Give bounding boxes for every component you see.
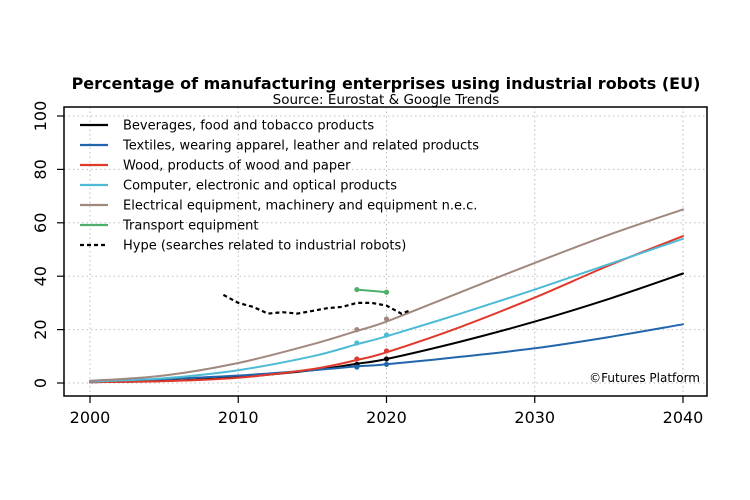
y-tick-label: 20: [31, 319, 50, 339]
legend-label: Textiles, wearing apparel, leather and r…: [122, 139, 479, 154]
y-tick-label: 40: [31, 266, 50, 286]
x-tick-label: 2040: [663, 408, 704, 427]
data-point: [383, 316, 390, 322]
data-point: [354, 364, 360, 370]
data-point: [383, 289, 390, 295]
series-line-4: [89, 208, 684, 382]
data-point: [354, 327, 360, 333]
data-point: [354, 286, 360, 293]
data-point: [354, 340, 360, 346]
y-tick-label: 0: [31, 378, 50, 388]
series-line-5: [355, 288, 388, 294]
chart-title: Percentage of manufacturing enterprises …: [72, 74, 701, 93]
series-line-2: [89, 235, 684, 384]
grid: [64, 107, 707, 396]
y-tick-label: 60: [31, 213, 50, 233]
legend: Beverages, food and tobacco products Text…: [80, 119, 479, 254]
legend-label: Hype (searches related to industrial rob…: [123, 239, 406, 254]
x-tick-label: 2030: [514, 408, 555, 427]
legend-label: Electrical equipment, machinery and equi…: [123, 199, 477, 214]
series-line-6: [222, 293, 410, 315]
plot-frame: [63, 106, 708, 397]
data-point: [383, 348, 390, 354]
legend-label: Transport equipment: [122, 219, 258, 234]
x-tick-label: 2020: [366, 408, 407, 427]
y-tick-label: 80: [31, 159, 50, 179]
x-tick-label: 2000: [70, 408, 111, 427]
x-tick-label: 2010: [218, 408, 259, 427]
y-axis-ticks: 0 20 40 60 80 100: [31, 101, 64, 388]
series-lines: [89, 208, 684, 384]
observed-points: [354, 286, 390, 370]
legend-label: Computer, electronic and optical product…: [123, 179, 397, 194]
data-point: [383, 361, 390, 367]
series-line-1: [89, 323, 684, 382]
x-axis-ticks: 2000 2010 2020 2030 2040: [70, 396, 704, 427]
y-tick-label: 100: [31, 101, 50, 132]
legend-label: Beverages, food and tobacco products: [123, 119, 374, 134]
legend-label: Wood, products of wood and paper: [123, 159, 351, 174]
series-line-3: [89, 237, 684, 383]
chart-subtitle: Source: Eurostat & Google Trends: [273, 92, 500, 108]
data-point: [354, 356, 360, 362]
data-point: [383, 332, 390, 338]
credit-label: ©Futures Platform: [589, 371, 700, 385]
data-point: [383, 356, 390, 362]
